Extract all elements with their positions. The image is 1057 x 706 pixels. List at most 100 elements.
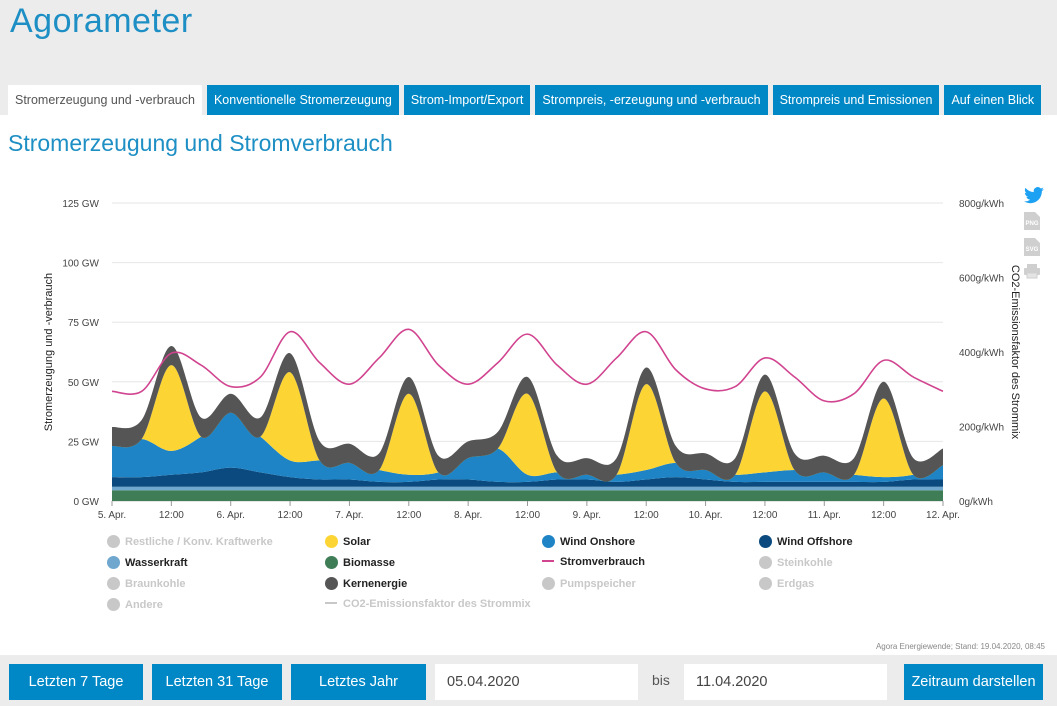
legend-item[interactable]: Restliche / Konv. Kraftwerke [107,535,273,548]
legend-item[interactable]: Wind Offshore [759,535,853,548]
twitter-icon[interactable] [1023,187,1045,205]
y-tick-label: 50 GW [68,378,100,389]
app-title: Agorameter [10,2,193,40]
tab-auf-einen-blick[interactable]: Auf einen Blick [944,85,1042,115]
last-7-days-button[interactable]: Letzten 7 Tage [9,664,143,700]
legend-label: Braunkohle [125,578,186,590]
legend-label: Biomasse [343,557,395,569]
legend-item[interactable]: Andere [107,598,163,611]
legend-marker [759,556,772,569]
legend-marker [107,556,120,569]
legend-label: Wind Onshore [560,536,636,548]
legend-label: Kernenergie [343,578,408,590]
last-31-days-button[interactable]: Letzten 31 Tage [152,664,282,700]
x-tick-label: 11. Apr. [808,510,841,521]
date-to-field[interactable]: 11.04.2020 [684,664,887,700]
legend-item[interactable]: Wasserkraft [107,556,188,569]
legend-item[interactable]: Solar [325,535,371,548]
legend-marker [107,535,120,548]
x-tick-label: 12:00 [634,510,659,521]
date-range-separator: bis [652,672,670,688]
area-wind-onshore [112,412,943,483]
y-tick-label: 100 GW [62,259,99,270]
legend-item[interactable]: Steinkohle [759,556,833,569]
tab-bar: Stromerzeugung und -verbrauch Konvention… [8,85,1042,115]
y-axis-label: Stromerzeugung und -verbrauch [43,273,55,431]
y2-axis-label: CO2-Emissionsfaktor des Strommix [1009,265,1021,440]
legend-item[interactable]: Wind Onshore [542,535,635,548]
show-range-button[interactable]: Zeitraum darstellen [904,664,1043,700]
y2-tick-label: 400g/kWh [959,348,1004,359]
tab-import-export[interactable]: Strom-Import/Export [403,85,531,115]
y-tick-label: 75 GW [68,318,100,329]
x-tick-label: 12. Apr. [926,510,960,521]
legend-marker [542,560,554,562]
chart-export-icons: PNG SVG [1023,187,1045,285]
control-bar: Letzten 7 Tage Letzten 31 Tage Letztes J… [0,655,1057,706]
tab-konventionelle[interactable]: Konventionelle Stromerzeugung [206,85,399,115]
x-tick-label: 12:00 [159,510,184,521]
png-download-icon[interactable]: PNG [1023,211,1041,231]
y2-tick-label: 200g/kWh [959,423,1004,434]
tab-strompreis-emissionen[interactable]: Strompreis und Emissionen [772,85,940,115]
legend-marker [325,535,338,548]
legend-item[interactable]: CO2-Emissionsfaktor des Strommix [325,598,531,610]
print-icon[interactable] [1023,263,1041,279]
legend-marker [107,577,120,590]
y2-tick-label: 800g/kWh [959,199,1004,210]
svg-icon-label: SVG [1026,247,1039,253]
legend-label: Erdgas [777,578,815,590]
legend-marker [325,602,337,604]
x-tick-label: 7. Apr. [335,510,363,521]
x-tick-label: 9. Apr. [573,510,601,521]
y-tick-label: 125 GW [62,199,99,210]
legend-label: CO2-Emissionsfaktor des Strommix [343,598,531,610]
area-wasserkraft [112,486,943,491]
x-tick-label: 12:00 [515,510,540,521]
x-tick-label: 12:00 [396,510,421,521]
tab-stromerzeugung[interactable]: Stromerzeugung und -verbrauch [8,85,202,115]
legend-label: Pumpspeicher [560,578,636,590]
y2-tick-label: 600g/kWh [959,274,1004,285]
legend-marker [759,577,772,590]
tab-strompreis-erzeugung[interactable]: Strompreis, -erzeugung und -verbrauch [535,85,768,115]
legend-item[interactable]: Stromverbrauch [542,556,645,568]
area-biomasse [112,490,943,501]
legend-label: Wasserkraft [125,557,188,569]
x-tick-label: 8. Apr. [454,510,482,521]
y2-tick-label: 0g/kWh [959,497,993,508]
x-tick-label: 12:00 [752,510,777,521]
legend-item[interactable]: Kernenergie [325,577,407,590]
area-kernenergie [112,346,943,482]
legend-label: Solar [343,536,371,548]
png-icon-label: PNG [1025,221,1038,227]
legend-marker [542,577,555,590]
legend-item[interactable]: Pumpspeicher [542,577,636,590]
legend-label: Wind Offshore [777,536,853,548]
x-tick-label: 12:00 [278,510,303,521]
x-tick-label: 10. Apr. [689,510,723,521]
content-panel: Stromerzeugung und Stromverbrauch 0 GW 25… [0,115,1057,655]
legend-label: Andere [125,599,163,611]
legend-marker [542,535,555,548]
legend-marker [759,535,772,548]
legend-item[interactable]: Braunkohle [107,577,186,590]
legend-marker [107,598,120,611]
legend-item[interactable]: Biomasse [325,556,395,569]
y-tick-label: 0 GW [73,497,99,508]
x-tick-label: 12:00 [871,510,896,521]
legend-item[interactable]: Erdgas [759,577,814,590]
last-year-button[interactable]: Letztes Jahr [291,664,426,700]
svg-download-icon[interactable]: SVG [1023,237,1041,257]
legend-label: Restliche / Konv. Kraftwerke [125,536,273,548]
section-title: Stromerzeugung und Stromverbrauch [8,130,393,156]
legend-label: Stromverbrauch [560,556,645,568]
x-tick-label: 5. Apr. [98,510,126,521]
legend-label: Steinkohle [777,557,833,569]
x-tick-label: 6. Apr. [217,510,245,521]
line-stromverbrauch [111,328,944,403]
legend-marker [325,577,338,590]
legend-marker [325,556,338,569]
chart: 0 GW 25 GW 50 GW 75 GW 100 GW 125 GW 0g/kWh 200… [43,199,1021,521]
date-from-field[interactable]: 05.04.2020 [435,664,638,700]
